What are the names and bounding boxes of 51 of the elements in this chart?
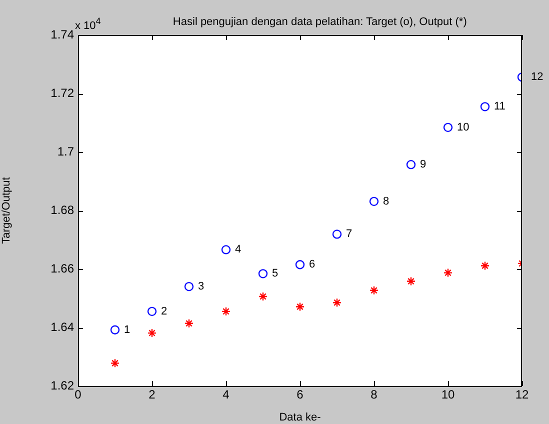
point	[443, 268, 453, 278]
point	[480, 261, 490, 270]
annotation: 7	[346, 228, 352, 240]
y-axis-title: Target/Output	[0, 177, 13, 244]
point	[406, 276, 416, 286]
point	[369, 286, 379, 295]
point	[147, 328, 157, 338]
x-tick-label: 10	[441, 388, 455, 402]
y-tick-label: 1.64	[50, 320, 74, 334]
point	[110, 358, 120, 368]
x-tick-label: 8	[370, 388, 378, 402]
point	[110, 325, 120, 334]
x-tick-label: 0	[74, 388, 82, 402]
chart-title: Hasil pengujian dengan data pelatihan: Target (o), Output (*)	[172, 16, 467, 28]
point	[184, 318, 194, 328]
point	[184, 282, 194, 292]
annotation: 9	[420, 158, 426, 171]
y-tick-label: 1.74	[50, 27, 74, 42]
point	[147, 306, 157, 316]
annotation: 12	[531, 71, 544, 84]
x-axis-title: Data ke-	[279, 411, 322, 424]
point	[295, 302, 305, 312]
y-tick-label: 1.72	[50, 86, 74, 100]
point	[295, 260, 305, 270]
point	[443, 122, 453, 132]
y-tick-label: 1.66	[50, 261, 74, 276]
y-tick-label: 1.68	[50, 202, 74, 217]
point	[369, 196, 379, 206]
annotation: 1	[124, 324, 130, 336]
x-tick-label: 2	[148, 388, 156, 402]
point	[480, 102, 490, 112]
annotation: 5	[272, 268, 278, 280]
x-tick-label: 12	[515, 388, 529, 402]
annotation: 10	[457, 121, 470, 134]
y-tick-label: 1.7	[57, 144, 74, 158]
point	[332, 230, 342, 239]
point	[258, 269, 268, 278]
x-tick-label: 6	[296, 388, 304, 402]
point	[221, 245, 231, 254]
annotation: 11	[494, 100, 506, 113]
point	[406, 160, 416, 170]
point	[332, 298, 342, 308]
annotation: 8	[383, 195, 390, 208]
x-tick-label: 4	[222, 388, 230, 402]
y-tick-label: 1.62	[50, 378, 74, 392]
annotation: 2	[161, 305, 168, 318]
annotation: 6	[309, 258, 316, 271]
point	[221, 306, 231, 316]
point	[258, 292, 268, 302]
annotation: 4	[235, 244, 242, 256]
annotation: 3	[198, 280, 204, 293]
